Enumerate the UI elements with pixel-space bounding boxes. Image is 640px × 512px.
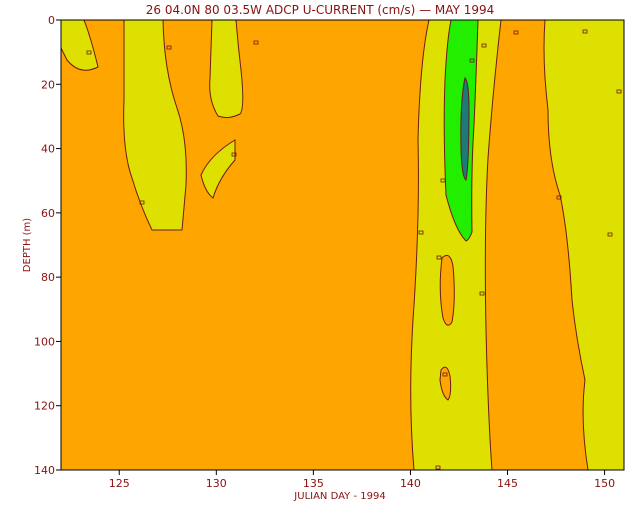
region-small-cell: [200, 139, 236, 199]
contour-marker: [435, 465, 441, 470]
chart-title: 26 04.0N 80 03.5W ADCP U-CURRENT (cm/s) …: [146, 3, 495, 17]
x-tick-label: 145: [497, 477, 518, 490]
contour-marker: [582, 29, 588, 34]
contour-marker: [469, 58, 475, 63]
x-tick-label: 130: [206, 477, 227, 490]
x-tick-label: 125: [109, 477, 130, 490]
contour-markers: [86, 29, 622, 470]
x-axis: 125 130 135 140 145 150: [109, 470, 615, 490]
y-tick-label: 0: [48, 14, 55, 27]
plot-area: [61, 20, 624, 470]
y-tick-label: 120: [34, 400, 55, 413]
y-tick-label: 20: [41, 78, 55, 91]
y-axis: 0 20 40 60 80 100 120 140: [34, 14, 61, 477]
y-tick-label: 140: [34, 464, 55, 477]
contour-marker: [253, 40, 259, 45]
contour-marker: [231, 152, 237, 157]
region-gulf-stream-column: [410, 20, 502, 470]
region-west-edge: [61, 20, 99, 71]
y-tick-label: 60: [41, 207, 55, 220]
contour-marker: [418, 230, 424, 235]
y-tick-label: 40: [41, 143, 55, 156]
contour-marker: [139, 200, 145, 205]
region-upper-cell: [209, 20, 244, 119]
region-gulf-stream-max: [460, 77, 470, 181]
contour-marker: [86, 50, 92, 55]
contour-marker: [166, 45, 172, 50]
region-east-column: [543, 20, 624, 470]
region-orange-island-1: [439, 254, 455, 326]
contour-marker: [479, 291, 485, 296]
region-west-column: [123, 20, 187, 231]
x-axis-label: JULIAN DAY - 1994: [293, 491, 385, 502]
y-axis-label: DEPTH (m): [22, 218, 33, 272]
contour-marker: [513, 30, 519, 35]
x-tick-label: 150: [594, 477, 615, 490]
contour-marker: [556, 195, 562, 200]
contour-marker: [607, 232, 613, 237]
x-tick-label: 140: [400, 477, 421, 490]
y-tick-label: 100: [34, 335, 55, 348]
contour-marker: [440, 178, 446, 183]
plot-frame: [60, 19, 625, 471]
x-tick-label: 135: [303, 477, 324, 490]
contour-marker: [481, 43, 487, 48]
contour-marker: [442, 372, 448, 377]
contour-marker: [436, 255, 442, 260]
contour-marker: [616, 89, 622, 94]
y-tick-label: 80: [41, 271, 55, 284]
